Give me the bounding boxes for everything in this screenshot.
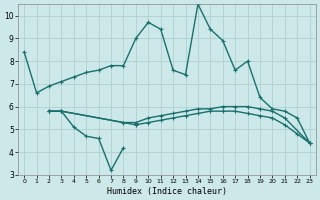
X-axis label: Humidex (Indice chaleur): Humidex (Indice chaleur) [107,187,227,196]
